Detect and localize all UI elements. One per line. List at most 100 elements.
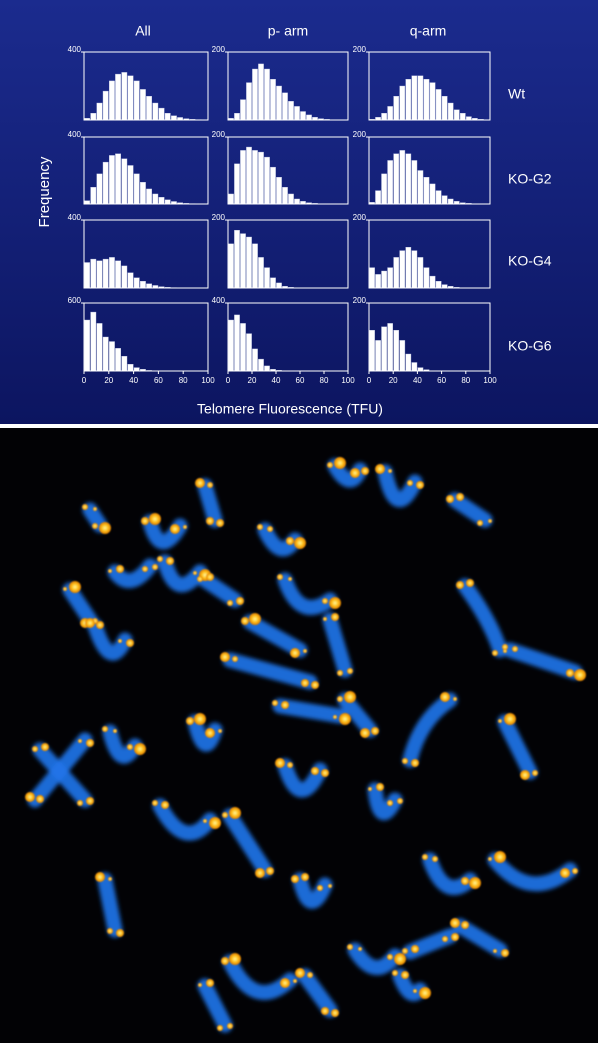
telomere-dot	[344, 691, 356, 703]
x-tick-label: 100	[483, 376, 497, 385]
y-tick-label: 200	[353, 45, 367, 54]
telomere-dot	[401, 971, 409, 979]
telomere-dot	[492, 650, 498, 656]
bar	[447, 102, 454, 121]
plot-frame	[368, 136, 491, 205]
x-tick-label: 60	[154, 376, 163, 385]
bar	[435, 190, 442, 205]
bar	[121, 158, 128, 205]
bar	[381, 173, 387, 205]
bar	[139, 281, 146, 289]
column-title: q-arm	[410, 23, 447, 39]
bar	[282, 92, 288, 121]
telomere-dot	[520, 770, 530, 780]
bar	[294, 106, 300, 121]
telomere-dot	[183, 525, 187, 529]
telomere-dot	[466, 579, 474, 587]
telomere-dot	[397, 798, 403, 804]
chromosomes	[27, 458, 583, 1033]
telomere-dot	[77, 800, 83, 806]
plot-frame	[368, 219, 491, 289]
telomere-dot	[255, 868, 265, 878]
telomere-dot	[170, 524, 180, 534]
telomere-dot	[207, 482, 213, 488]
bar	[240, 233, 246, 289]
telomere-dot	[32, 746, 38, 752]
x-axis-label: Telomere Fluorescence (TFU)	[197, 401, 383, 417]
bar	[417, 170, 424, 205]
telomere-dot	[216, 519, 224, 527]
y-tick-label: 400	[68, 45, 82, 54]
telomere-dot	[272, 700, 278, 706]
telomere-dot	[294, 537, 306, 549]
telomere-dot	[488, 857, 492, 861]
telomere-dot	[572, 868, 578, 874]
bar	[264, 267, 270, 289]
telomere-dot	[186, 717, 194, 725]
telomere-dot	[275, 758, 285, 768]
telomere-dot	[347, 944, 353, 950]
bar	[423, 267, 430, 289]
bar	[170, 115, 177, 121]
bar	[387, 323, 393, 372]
row-label: KO-G2	[508, 171, 552, 187]
bar	[429, 275, 436, 289]
telomere-dot	[222, 812, 228, 818]
telomere-dot	[295, 968, 305, 978]
telomere-dot	[566, 669, 574, 677]
bar	[96, 260, 103, 289]
plot-frame	[83, 302, 209, 372]
bar	[258, 257, 264, 289]
bar	[429, 183, 436, 205]
telomere-dot	[266, 867, 274, 875]
bar	[139, 182, 146, 205]
telomere-signals	[25, 457, 586, 1031]
bar	[234, 229, 240, 289]
telomere-dot	[227, 1023, 233, 1029]
telomere-dot	[236, 597, 244, 605]
histogram: 200	[353, 130, 491, 205]
bar	[133, 173, 140, 205]
telomere-dot	[333, 715, 337, 719]
bar	[252, 68, 258, 121]
row-label: KO-G6	[508, 338, 552, 354]
telomere-dot	[152, 564, 158, 570]
histogram: 200	[212, 213, 349, 289]
telomere-dot	[85, 618, 95, 628]
telomere-dot	[488, 519, 492, 523]
telomere-dot	[280, 978, 290, 988]
plot-frame	[368, 51, 491, 121]
x-tick-label: 100	[341, 376, 355, 385]
histogram: 400	[68, 213, 209, 289]
bar	[234, 163, 240, 205]
bar	[411, 250, 418, 289]
y-tick-label: 600	[68, 296, 82, 305]
bar	[399, 250, 406, 289]
bar	[121, 72, 128, 121]
bar	[108, 155, 115, 205]
histogram: 200	[212, 45, 349, 121]
telomere-dot	[193, 571, 197, 575]
telomere-dot	[498, 719, 502, 723]
telomere-dot	[503, 649, 507, 653]
telomere-dot	[501, 949, 509, 957]
telomere-dot	[206, 573, 214, 581]
plot-frame	[83, 219, 209, 289]
telomere-dot	[422, 854, 428, 860]
bar	[108, 341, 115, 372]
bar	[96, 102, 103, 121]
bar	[133, 80, 140, 121]
telomere-dot	[227, 600, 233, 606]
telomere-dot	[329, 597, 341, 609]
telomere-dot	[95, 872, 105, 882]
bar	[381, 326, 387, 372]
telomere-dot	[402, 948, 408, 954]
telomere-dot	[477, 520, 483, 526]
row-label: KO-G4	[508, 253, 552, 269]
telomere-dot	[387, 954, 393, 960]
bar	[411, 75, 418, 121]
bar	[146, 95, 152, 121]
x-tick-label: 60	[296, 376, 305, 385]
telomere-dot	[532, 770, 538, 776]
bar	[270, 78, 276, 121]
